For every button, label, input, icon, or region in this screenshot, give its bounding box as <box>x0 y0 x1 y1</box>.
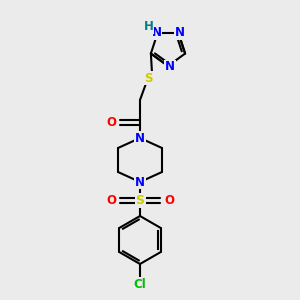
Text: N: N <box>175 26 184 39</box>
Text: O: O <box>106 194 116 206</box>
Text: O: O <box>106 116 116 128</box>
Text: N: N <box>135 131 145 145</box>
Text: N: N <box>152 26 161 39</box>
Text: S: S <box>136 194 145 206</box>
Text: S: S <box>144 71 152 85</box>
Text: N: N <box>135 176 145 188</box>
Text: O: O <box>164 194 174 206</box>
Text: N: N <box>165 61 175 74</box>
Text: Cl: Cl <box>134 278 146 290</box>
Text: H: H <box>143 20 153 33</box>
